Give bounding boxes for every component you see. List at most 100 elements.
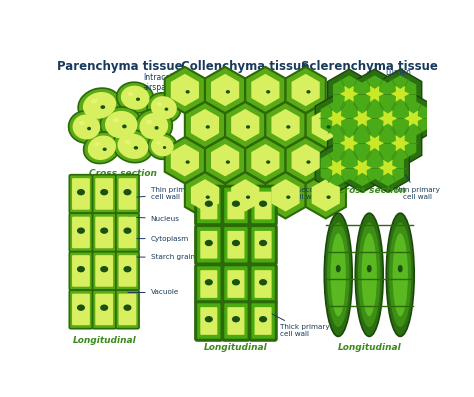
Polygon shape: [312, 109, 340, 141]
FancyBboxPatch shape: [95, 217, 113, 248]
Polygon shape: [265, 102, 306, 148]
FancyBboxPatch shape: [255, 270, 272, 298]
Text: Collenchyma tissue: Collenchyma tissue: [181, 60, 310, 73]
FancyBboxPatch shape: [116, 213, 139, 252]
FancyBboxPatch shape: [196, 302, 222, 340]
Ellipse shape: [113, 118, 119, 122]
Ellipse shape: [77, 304, 85, 311]
FancyBboxPatch shape: [228, 192, 245, 220]
FancyBboxPatch shape: [69, 175, 92, 213]
Polygon shape: [245, 137, 285, 183]
Polygon shape: [231, 179, 259, 212]
Ellipse shape: [324, 213, 352, 336]
Ellipse shape: [77, 189, 85, 195]
Text: Cross section: Cross section: [89, 169, 157, 178]
Polygon shape: [231, 109, 259, 141]
Ellipse shape: [151, 96, 177, 119]
Ellipse shape: [73, 114, 100, 139]
Polygon shape: [205, 67, 245, 113]
Polygon shape: [245, 67, 285, 113]
FancyBboxPatch shape: [250, 225, 276, 264]
Ellipse shape: [164, 108, 168, 111]
Polygon shape: [397, 100, 429, 137]
Polygon shape: [225, 102, 265, 148]
Ellipse shape: [83, 132, 120, 164]
FancyBboxPatch shape: [201, 231, 218, 258]
Polygon shape: [191, 179, 219, 212]
Ellipse shape: [327, 222, 349, 327]
Ellipse shape: [83, 92, 116, 119]
Polygon shape: [372, 100, 404, 137]
Text: Parenchyma tissue: Parenchyma tissue: [57, 60, 182, 73]
Polygon shape: [191, 109, 219, 141]
Polygon shape: [353, 160, 372, 176]
Ellipse shape: [259, 200, 267, 207]
FancyBboxPatch shape: [72, 255, 90, 287]
Ellipse shape: [136, 98, 140, 101]
Polygon shape: [346, 100, 378, 137]
Polygon shape: [306, 172, 346, 218]
Ellipse shape: [232, 279, 240, 285]
Ellipse shape: [206, 195, 210, 199]
Ellipse shape: [123, 266, 131, 272]
Polygon shape: [340, 135, 358, 151]
Polygon shape: [366, 94, 410, 143]
FancyBboxPatch shape: [250, 186, 276, 225]
Polygon shape: [306, 102, 346, 148]
Polygon shape: [285, 137, 326, 183]
Ellipse shape: [246, 125, 250, 129]
Ellipse shape: [336, 265, 341, 272]
Polygon shape: [365, 86, 384, 102]
Ellipse shape: [139, 113, 168, 139]
FancyBboxPatch shape: [69, 290, 92, 329]
Polygon shape: [353, 69, 396, 118]
FancyBboxPatch shape: [92, 290, 116, 329]
Polygon shape: [358, 125, 391, 162]
Ellipse shape: [259, 240, 267, 246]
Polygon shape: [333, 75, 365, 112]
FancyBboxPatch shape: [92, 175, 116, 213]
Ellipse shape: [226, 90, 230, 94]
FancyBboxPatch shape: [69, 252, 92, 290]
Ellipse shape: [163, 146, 166, 149]
FancyBboxPatch shape: [228, 231, 245, 258]
Polygon shape: [391, 135, 410, 151]
Polygon shape: [205, 137, 245, 183]
Ellipse shape: [135, 109, 173, 143]
Polygon shape: [320, 149, 353, 186]
Ellipse shape: [286, 125, 291, 129]
Polygon shape: [328, 118, 371, 168]
Ellipse shape: [123, 189, 131, 195]
Ellipse shape: [94, 142, 100, 146]
FancyBboxPatch shape: [196, 186, 222, 225]
Polygon shape: [211, 144, 239, 176]
Ellipse shape: [155, 126, 159, 130]
Ellipse shape: [367, 265, 372, 272]
Ellipse shape: [286, 195, 291, 199]
Polygon shape: [378, 110, 397, 127]
Text: Lumen: Lumen: [377, 68, 410, 92]
Polygon shape: [211, 74, 239, 106]
Text: Longitudinal: Longitudinal: [337, 343, 401, 352]
Ellipse shape: [102, 148, 107, 151]
FancyBboxPatch shape: [223, 186, 249, 225]
Ellipse shape: [205, 240, 213, 246]
Ellipse shape: [306, 160, 310, 164]
FancyBboxPatch shape: [95, 255, 113, 287]
FancyBboxPatch shape: [223, 225, 249, 264]
Polygon shape: [285, 67, 326, 113]
Ellipse shape: [100, 189, 108, 195]
FancyBboxPatch shape: [228, 270, 245, 298]
Text: Sclerenchyma tissue: Sclerenchyma tissue: [301, 60, 438, 73]
Ellipse shape: [147, 93, 181, 123]
Polygon shape: [327, 110, 346, 127]
Polygon shape: [320, 100, 353, 137]
Polygon shape: [379, 118, 422, 168]
Ellipse shape: [157, 102, 162, 106]
Ellipse shape: [123, 227, 131, 234]
Text: Starch grain: Starch grain: [128, 254, 195, 260]
Polygon shape: [312, 179, 340, 212]
Ellipse shape: [105, 111, 137, 139]
Ellipse shape: [205, 316, 213, 322]
Ellipse shape: [87, 127, 91, 130]
